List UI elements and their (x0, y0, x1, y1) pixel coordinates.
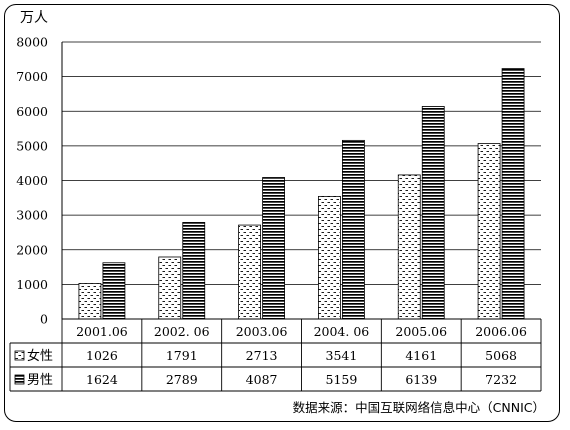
x-category-label: 2003.06 (236, 324, 288, 339)
bars (78, 68, 525, 320)
bar-female (238, 224, 261, 320)
data-value-cell: 1791 (166, 348, 198, 363)
bar-male (102, 262, 126, 320)
bar-male (182, 222, 206, 320)
legend-swatch (14, 350, 25, 361)
data-value-cell: 4161 (405, 348, 437, 363)
data-table: 2001.06 2002. 06 2003.06 2004. 06 2005.06 200… (9, 318, 542, 392)
y-tick-label: 2000 (16, 242, 48, 257)
x-category-label: 2001.06 (76, 324, 128, 339)
y-tick-label: 8000 (16, 35, 48, 50)
y-tick-label: 6000 (16, 104, 48, 119)
bar-female (158, 256, 182, 320)
y-tick-labels: 0 1000 2000 3000 4000 5000 6000 7000 8000 (16, 35, 48, 327)
y-tick-label: 5000 (16, 138, 48, 153)
x-category-label: 2006.06 (475, 324, 527, 339)
y-tick-label: 0 (40, 312, 48, 327)
bar-female (78, 283, 102, 320)
data-value-cell: 5159 (326, 372, 358, 387)
data-value-cell: 5068 (485, 348, 517, 363)
bar-male (501, 68, 525, 320)
data-value-cell: 2713 (246, 348, 278, 363)
y-tick-label: 7000 (16, 69, 48, 84)
y-tick-label: 1000 (16, 277, 48, 292)
bar-male (342, 139, 365, 320)
legend-series-name: 女性 (27, 348, 53, 364)
x-category-label: 2005.06 (395, 324, 447, 339)
y-tick-label: 3000 (16, 208, 48, 223)
data-value-cell: 4087 (246, 372, 278, 387)
source-note: 数据来源：中国互联网络信息中心（CNNIC） (293, 400, 545, 415)
x-category-label: 2004. 06 (314, 324, 370, 339)
legend-swatch (14, 374, 25, 385)
data-value-cell: 1026 (86, 348, 118, 363)
bar-male (262, 177, 285, 320)
gridlines (61, 41, 541, 320)
bar-female (318, 195, 341, 320)
data-value-cell: 7232 (485, 372, 517, 387)
data-value-cell: 1624 (86, 372, 118, 387)
data-value-cell: 2789 (166, 372, 198, 387)
rounded-frame (4, 4, 560, 422)
x-category-label: 2002. 06 (154, 324, 210, 339)
bar-female (477, 143, 501, 320)
y-axis-unit-label: 万人 (20, 10, 48, 26)
y-tick-label: 4000 (16, 173, 48, 188)
data-value-cell: 6139 (405, 372, 437, 387)
bar-male (421, 106, 445, 320)
bar-female (397, 174, 421, 320)
legend-series-name: 男性 (27, 373, 53, 388)
data-value-cell: 3541 (326, 348, 358, 363)
